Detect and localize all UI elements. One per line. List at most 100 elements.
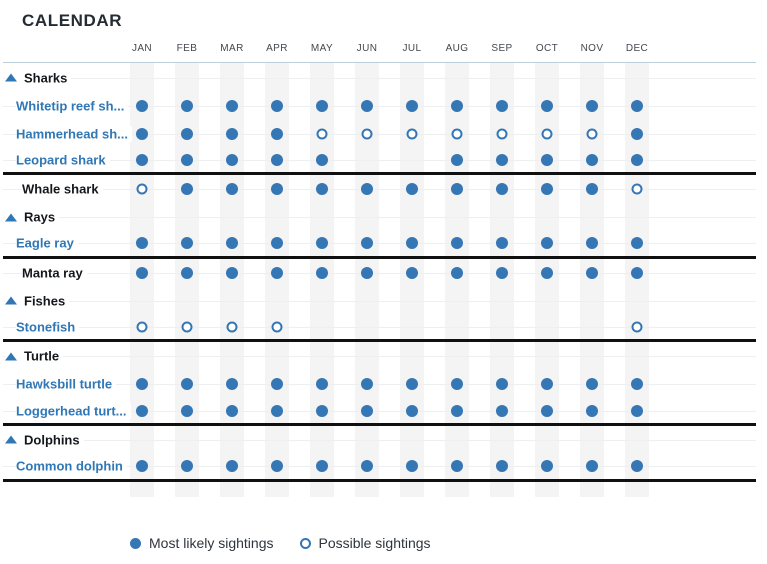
most-likely-sighting-dot xyxy=(271,460,283,473)
legend-label: Most likely sightings xyxy=(149,535,274,551)
most-likely-sighting-dot xyxy=(586,153,598,166)
most-likely-sighting-dot xyxy=(631,266,643,279)
most-likely-sighting-dot xyxy=(541,460,553,473)
triangle-up-icon xyxy=(5,213,17,222)
possible-sighting-dot xyxy=(406,128,418,140)
group-label[interactable]: Fishes xyxy=(5,293,70,309)
most-likely-sighting-dot xyxy=(541,266,553,279)
most-likely-sighting-dot xyxy=(586,404,598,417)
possible-sighting-dot xyxy=(631,183,643,195)
most-likely-sighting-dot xyxy=(181,127,193,140)
label-text: Loggerhead turt... xyxy=(16,403,127,419)
month-label: DEC xyxy=(625,43,649,54)
group-label[interactable]: Sharks xyxy=(5,70,72,86)
group-label[interactable]: Dolphins xyxy=(5,432,84,448)
most-likely-sighting-dot xyxy=(496,266,508,279)
most-likely-sighting-dot xyxy=(451,153,463,166)
legend: Most likely sightings Possible sightings xyxy=(130,533,431,553)
species-label[interactable]: Eagle ray xyxy=(16,235,78,251)
possible-sighting-dot xyxy=(271,321,283,333)
species-row: Manta ray xyxy=(3,259,756,287)
most-likely-sighting-dot xyxy=(271,237,283,250)
most-likely-sighting-dot xyxy=(271,378,283,391)
most-likely-sighting-dot xyxy=(586,99,598,112)
most-likely-sighting-dot xyxy=(451,378,463,391)
group-row: Rays xyxy=(3,203,756,231)
most-likely-sighting-dot xyxy=(451,266,463,279)
possible-sighting-dot xyxy=(181,321,193,333)
most-likely-sighting-dot xyxy=(316,99,328,112)
most-likely-sighting-dot xyxy=(361,404,373,417)
legend-label: Possible sightings xyxy=(318,535,431,551)
species-label[interactable]: Leopard shark xyxy=(16,152,110,168)
species-label[interactable]: Common dolphin xyxy=(16,458,127,474)
label-text: Manta ray xyxy=(22,265,83,281)
most-likely-sighting-dot xyxy=(271,266,283,279)
most-likely-sighting-dot xyxy=(361,266,373,279)
label-text: Turtle xyxy=(24,348,60,364)
most-likely-sighting-dot xyxy=(271,153,283,166)
possible-sighting-dot xyxy=(541,128,553,140)
most-likely-sighting-dot xyxy=(451,99,463,112)
most-likely-sighting-dot xyxy=(316,404,328,417)
month-label: JUL xyxy=(402,43,422,54)
species-label[interactable]: Whitetip reef sh... xyxy=(16,98,129,114)
possible-sighting-dot xyxy=(496,128,508,140)
month-label: NOV xyxy=(580,43,604,54)
most-likely-sighting-dot xyxy=(181,266,193,279)
most-likely-sighting-dot xyxy=(586,237,598,250)
possible-legend-dot xyxy=(299,537,311,549)
month-label: FEB xyxy=(176,43,198,54)
most-likely-sighting-dot xyxy=(316,378,328,391)
group-row: Fishes xyxy=(3,287,756,315)
most-likely-sighting-dot xyxy=(496,183,508,196)
label-text: Rays xyxy=(24,209,56,225)
most-likely-sighting-dot xyxy=(136,99,148,112)
most-likely-sighting-dot xyxy=(316,183,328,196)
most-likely-sighting-dot xyxy=(496,99,508,112)
month-label: MAR xyxy=(220,43,244,54)
most-likely-sighting-dot xyxy=(496,378,508,391)
label-text: Sharks xyxy=(24,70,68,86)
most-likely-sighting-dot xyxy=(136,378,148,391)
species-label[interactable]: Hawksbill turtle xyxy=(16,376,117,392)
month-label: MAY xyxy=(310,43,334,54)
most-likely-sighting-dot xyxy=(181,237,193,250)
most-likely-sighting-dot xyxy=(136,153,148,166)
most-likely-sighting-dot xyxy=(586,460,598,473)
label-text: Hammerhead sh... xyxy=(16,126,128,142)
most-likely-sighting-dot xyxy=(361,460,373,473)
most-likely-sighting-dot xyxy=(361,378,373,391)
species-label[interactable]: Hammerhead sh... xyxy=(16,126,132,142)
most-likely-sighting-dot xyxy=(406,266,418,279)
month-label: AUG xyxy=(445,43,469,54)
species-label[interactable]: Loggerhead turt... xyxy=(16,403,131,419)
triangle-up-icon xyxy=(5,73,17,82)
possible-sighting-dot xyxy=(226,321,238,333)
label-text: Whitetip reef sh... xyxy=(16,98,125,114)
most-likely-sighting-dot xyxy=(496,460,508,473)
most-likely-sighting-dot xyxy=(181,99,193,112)
most-likely-sighting-dot xyxy=(226,378,238,391)
most-likely-sighting-dot xyxy=(226,127,238,140)
species-label[interactable]: Stonefish xyxy=(16,319,80,335)
possible-sighting-dot xyxy=(316,128,328,140)
most-likely-legend-dot xyxy=(130,537,141,549)
most-likely-sighting-dot xyxy=(181,153,193,166)
group-label[interactable]: Turtle xyxy=(5,348,64,364)
most-likely-sighting-dot xyxy=(271,404,283,417)
sightings-calendar-table: JAN FEB MAR APR MAY JUN JUL AUG SEP OCT NOV DEC Sha… xyxy=(3,40,756,500)
most-likely-sighting-dot xyxy=(136,460,148,473)
group-row: Dolphins xyxy=(3,426,756,454)
most-likely-sighting-dot xyxy=(406,460,418,473)
group-label[interactable]: Rays xyxy=(5,209,60,225)
species-row: Stonefish xyxy=(3,315,756,343)
most-likely-sighting-dot xyxy=(316,460,328,473)
most-likely-sighting-dot xyxy=(541,404,553,417)
most-likely-sighting-dot xyxy=(541,153,553,166)
species-label: Whale shark xyxy=(22,181,103,197)
label-text: Whale shark xyxy=(22,181,99,197)
label-text: Hawksbill turtle xyxy=(16,376,113,392)
possible-sighting-dot xyxy=(136,183,148,195)
most-likely-sighting-dot xyxy=(541,183,553,196)
